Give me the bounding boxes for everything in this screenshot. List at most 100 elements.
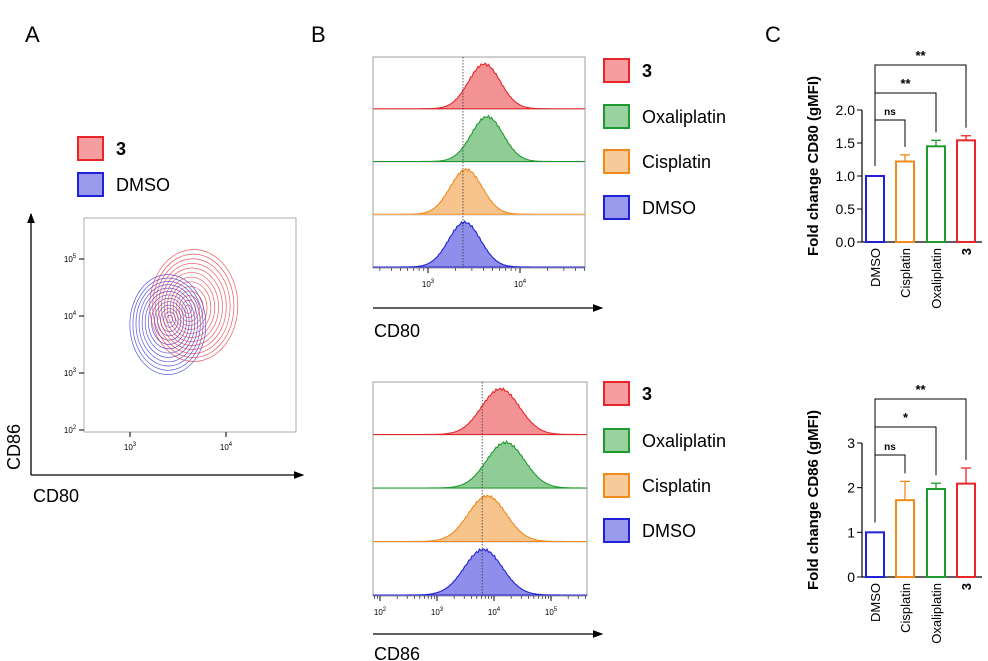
x-tick-label: 104 [488, 607, 501, 617]
bar-dmso [865, 175, 885, 243]
y-tick-label: 2.0 [836, 102, 856, 118]
y-tick-label: 102 [64, 425, 77, 435]
contour-3 [166, 276, 216, 338]
legend-label: DMSO [642, 521, 696, 541]
legend-label: DMSO [642, 198, 696, 218]
y-tick-label: 0.0 [836, 234, 856, 250]
legend-label: Oxaliplatin [642, 107, 726, 127]
legend-label: 3 [116, 139, 126, 159]
bar-oxaliplatin [926, 145, 946, 243]
contour-3 [169, 281, 212, 334]
significance-label: ** [915, 382, 926, 397]
contour-3 [181, 299, 196, 318]
legend-swatch-3 [77, 136, 104, 161]
x-tick-label: 104 [514, 279, 527, 289]
significance-bracket [874, 398, 967, 523]
significance-bracket [874, 119, 906, 166]
contour-3 [158, 263, 227, 350]
contour-3 [155, 258, 231, 354]
contour-3 [172, 286, 208, 330]
x-axis-label: CD80 [374, 321, 420, 341]
legend-label: DMSO [116, 175, 170, 195]
significance-label: ** [900, 76, 911, 91]
y-axis-label: CD86 [4, 424, 24, 470]
significance-label: ** [915, 48, 926, 63]
x-tick-label: Cisplatin [898, 248, 913, 298]
contour-3 [178, 295, 200, 322]
legend-swatch-3 [603, 381, 630, 406]
legend-swatch-dmso [77, 172, 104, 197]
x-tick-label: Oxaliplatin [929, 248, 944, 309]
bar-3 [956, 139, 976, 243]
legend-swatch-oxaliplatin [603, 428, 630, 453]
x-tick-label: 102 [374, 607, 387, 617]
y-tick-label: 0.5 [836, 201, 856, 217]
y-axis-label: Fold change CD86 (gMFI) [805, 410, 822, 590]
y-tick-label: 105 [64, 254, 77, 264]
legend-label: Cisplatin [642, 476, 711, 496]
y-tick-label: 1.0 [836, 168, 856, 184]
y-tick-label: 1.5 [836, 135, 856, 151]
x-tick-label: 3 [959, 583, 974, 590]
histogram-oxaliplatin [373, 114, 585, 163]
histogram-cisplatin [373, 167, 585, 215]
contour-3 [184, 304, 192, 314]
histogram-dmso [373, 220, 585, 268]
contour-3 [175, 290, 204, 326]
x-tick-label: 103 [422, 279, 435, 289]
contour-3 [149, 249, 239, 362]
legend-label: Cisplatin [642, 152, 711, 172]
contour-dmso [132, 277, 204, 371]
bar-3 [956, 482, 976, 578]
x-axis-label: CD80 [33, 486, 79, 506]
y-tick-label: 103 [64, 368, 77, 378]
y-tick-label: 104 [64, 311, 77, 321]
x-tick-label: Oxaliplatin [929, 583, 944, 644]
x-tick-label: 103 [431, 607, 444, 617]
significance-label: ns [884, 107, 896, 118]
contour-dmso [144, 291, 193, 354]
histogram-oxaliplatin [373, 440, 588, 489]
x-tick-label: 104 [220, 442, 233, 452]
histogram-3 [373, 62, 585, 110]
significance-bracket [874, 64, 967, 166]
legend-swatch-dmso [603, 195, 630, 220]
y-tick-label: 1 [847, 524, 855, 540]
bar-cisplatin [895, 499, 915, 579]
bar-dmso [865, 531, 885, 578]
significance-bracket [874, 454, 906, 523]
y-tick-label: 2 [847, 480, 855, 496]
x-tick-label: DMSO [868, 248, 883, 287]
legend-label: 3 [642, 384, 652, 404]
bar-cisplatin [895, 160, 915, 243]
legend-swatch-cisplatin [603, 149, 630, 174]
contour-3 [164, 272, 219, 342]
histogram-dmso [373, 547, 587, 596]
legend-label: Oxaliplatin [642, 431, 726, 451]
significance-label: ns [884, 442, 896, 453]
x-tick-label: 3 [959, 248, 974, 255]
legend-swatch-oxaliplatin [603, 104, 630, 129]
contour-dmso [138, 284, 198, 363]
legend-swatch-3 [603, 58, 630, 83]
contour-dmso [135, 281, 201, 367]
x-tick-label: DMSO [868, 583, 883, 622]
y-tick-label: 3 [847, 435, 855, 451]
contour-dmso [160, 308, 179, 332]
histogram-3 [373, 387, 588, 436]
legend-swatch-dmso [603, 518, 630, 543]
panel-label-b: B [311, 22, 326, 47]
x-tick-label: 105 [545, 607, 558, 617]
legend-label: 3 [642, 61, 652, 81]
x-tick-label: Cisplatin [898, 583, 913, 633]
plot-frame [83, 217, 297, 433]
y-axis-label: Fold change CD80 (gMFI) [805, 76, 822, 256]
x-axis-label: CD86 [374, 644, 420, 661]
contour-3 [161, 267, 223, 346]
legend-swatch-cisplatin [603, 473, 630, 498]
y-tick-label: 0 [847, 569, 855, 585]
histogram-cisplatin [373, 494, 587, 543]
panel-label-c: C [765, 22, 781, 47]
